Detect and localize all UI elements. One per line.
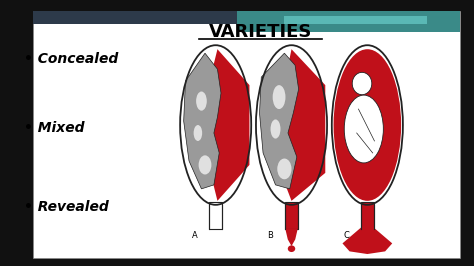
Polygon shape xyxy=(281,49,325,201)
Ellipse shape xyxy=(271,119,281,139)
Ellipse shape xyxy=(194,125,202,141)
Text: A: A xyxy=(191,231,197,240)
Text: • Concealed: • Concealed xyxy=(24,52,118,65)
Bar xyxy=(210,202,222,229)
FancyBboxPatch shape xyxy=(33,11,460,24)
Ellipse shape xyxy=(196,92,207,111)
Polygon shape xyxy=(342,227,392,254)
Ellipse shape xyxy=(288,245,295,252)
FancyBboxPatch shape xyxy=(33,11,460,258)
Polygon shape xyxy=(209,49,249,201)
Polygon shape xyxy=(285,229,298,246)
Ellipse shape xyxy=(344,95,383,163)
Ellipse shape xyxy=(277,159,292,179)
Polygon shape xyxy=(259,53,299,189)
Ellipse shape xyxy=(180,45,251,205)
Ellipse shape xyxy=(256,45,327,205)
Text: • Mixed: • Mixed xyxy=(24,121,84,135)
FancyBboxPatch shape xyxy=(237,11,460,32)
Text: B: B xyxy=(267,231,273,240)
FancyBboxPatch shape xyxy=(284,16,427,24)
Bar xyxy=(285,202,298,229)
Ellipse shape xyxy=(352,72,372,95)
Text: C: C xyxy=(343,231,349,240)
Ellipse shape xyxy=(334,49,401,201)
Text: VARIETIES: VARIETIES xyxy=(209,23,312,41)
Ellipse shape xyxy=(332,45,403,205)
Polygon shape xyxy=(184,53,221,189)
Ellipse shape xyxy=(199,155,211,174)
Bar xyxy=(361,202,374,229)
Text: • Revealed: • Revealed xyxy=(24,201,109,214)
Ellipse shape xyxy=(273,85,285,109)
